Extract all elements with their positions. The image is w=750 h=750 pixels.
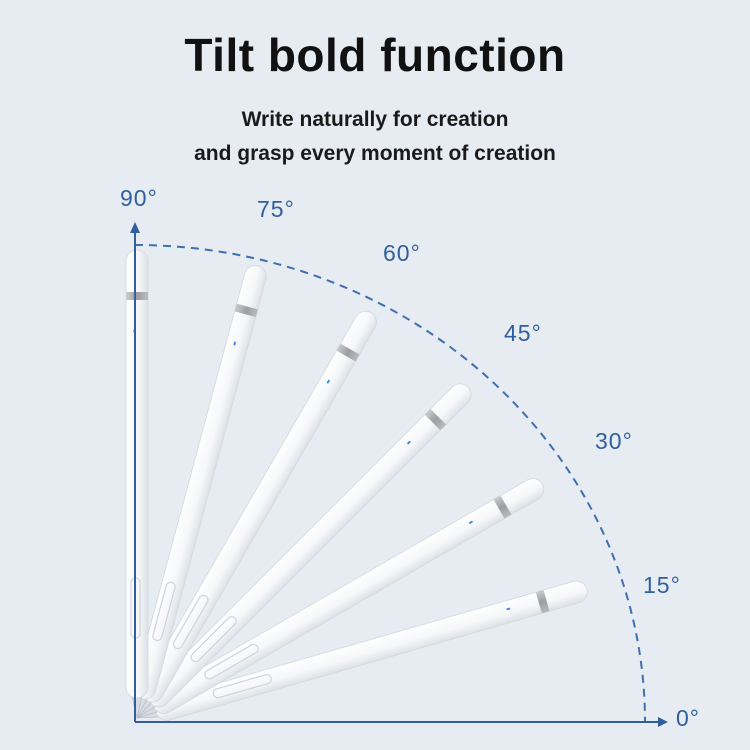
side-button	[204, 643, 259, 680]
subtitle-line-1: Write naturally for creation	[241, 108, 509, 131]
pen-band	[234, 303, 258, 318]
pen-band	[535, 590, 550, 614]
pen-band	[424, 408, 447, 431]
side-button	[172, 594, 209, 650]
pen-band	[493, 495, 512, 519]
side-button	[212, 674, 272, 699]
pen-body	[141, 310, 377, 703]
side-button	[152, 581, 176, 642]
pen-body	[125, 249, 149, 699]
stylus-pen	[136, 310, 377, 719]
angle-label-45: 45°	[504, 320, 542, 346]
indicator-light	[469, 520, 473, 524]
indicator-light	[407, 440, 411, 445]
stylus-pen	[125, 249, 149, 719]
stylus-pen	[136, 580, 588, 721]
pen-body	[155, 580, 588, 721]
pen-body	[133, 265, 267, 700]
pen-band	[336, 343, 360, 362]
angle-label-60: 60°	[383, 240, 421, 266]
pens-group	[125, 249, 588, 721]
angle-label-30: 30°	[595, 428, 633, 454]
angle-label-0: 0°	[676, 705, 700, 731]
page-title: Tilt bold function	[184, 29, 566, 81]
angle-label-75: 75°	[257, 196, 295, 222]
side-button	[190, 616, 237, 663]
x-axis-arrow-icon	[658, 717, 668, 727]
indicator-light	[233, 341, 237, 346]
pen-body	[147, 383, 472, 708]
pen-body	[152, 478, 545, 714]
indicator-light	[326, 379, 330, 384]
stylus-pen	[136, 383, 472, 719]
angle-label-15: 15°	[643, 572, 681, 598]
angle-label-90: 90°	[120, 185, 158, 211]
indicator-light	[506, 607, 511, 611]
pen-band	[126, 292, 148, 300]
y-axis-arrow-icon	[130, 222, 140, 233]
angle-arc	[134, 244, 646, 723]
subtitle-line-2: and grasp every moment of creation	[194, 142, 556, 165]
stylus-pen	[133, 265, 267, 719]
